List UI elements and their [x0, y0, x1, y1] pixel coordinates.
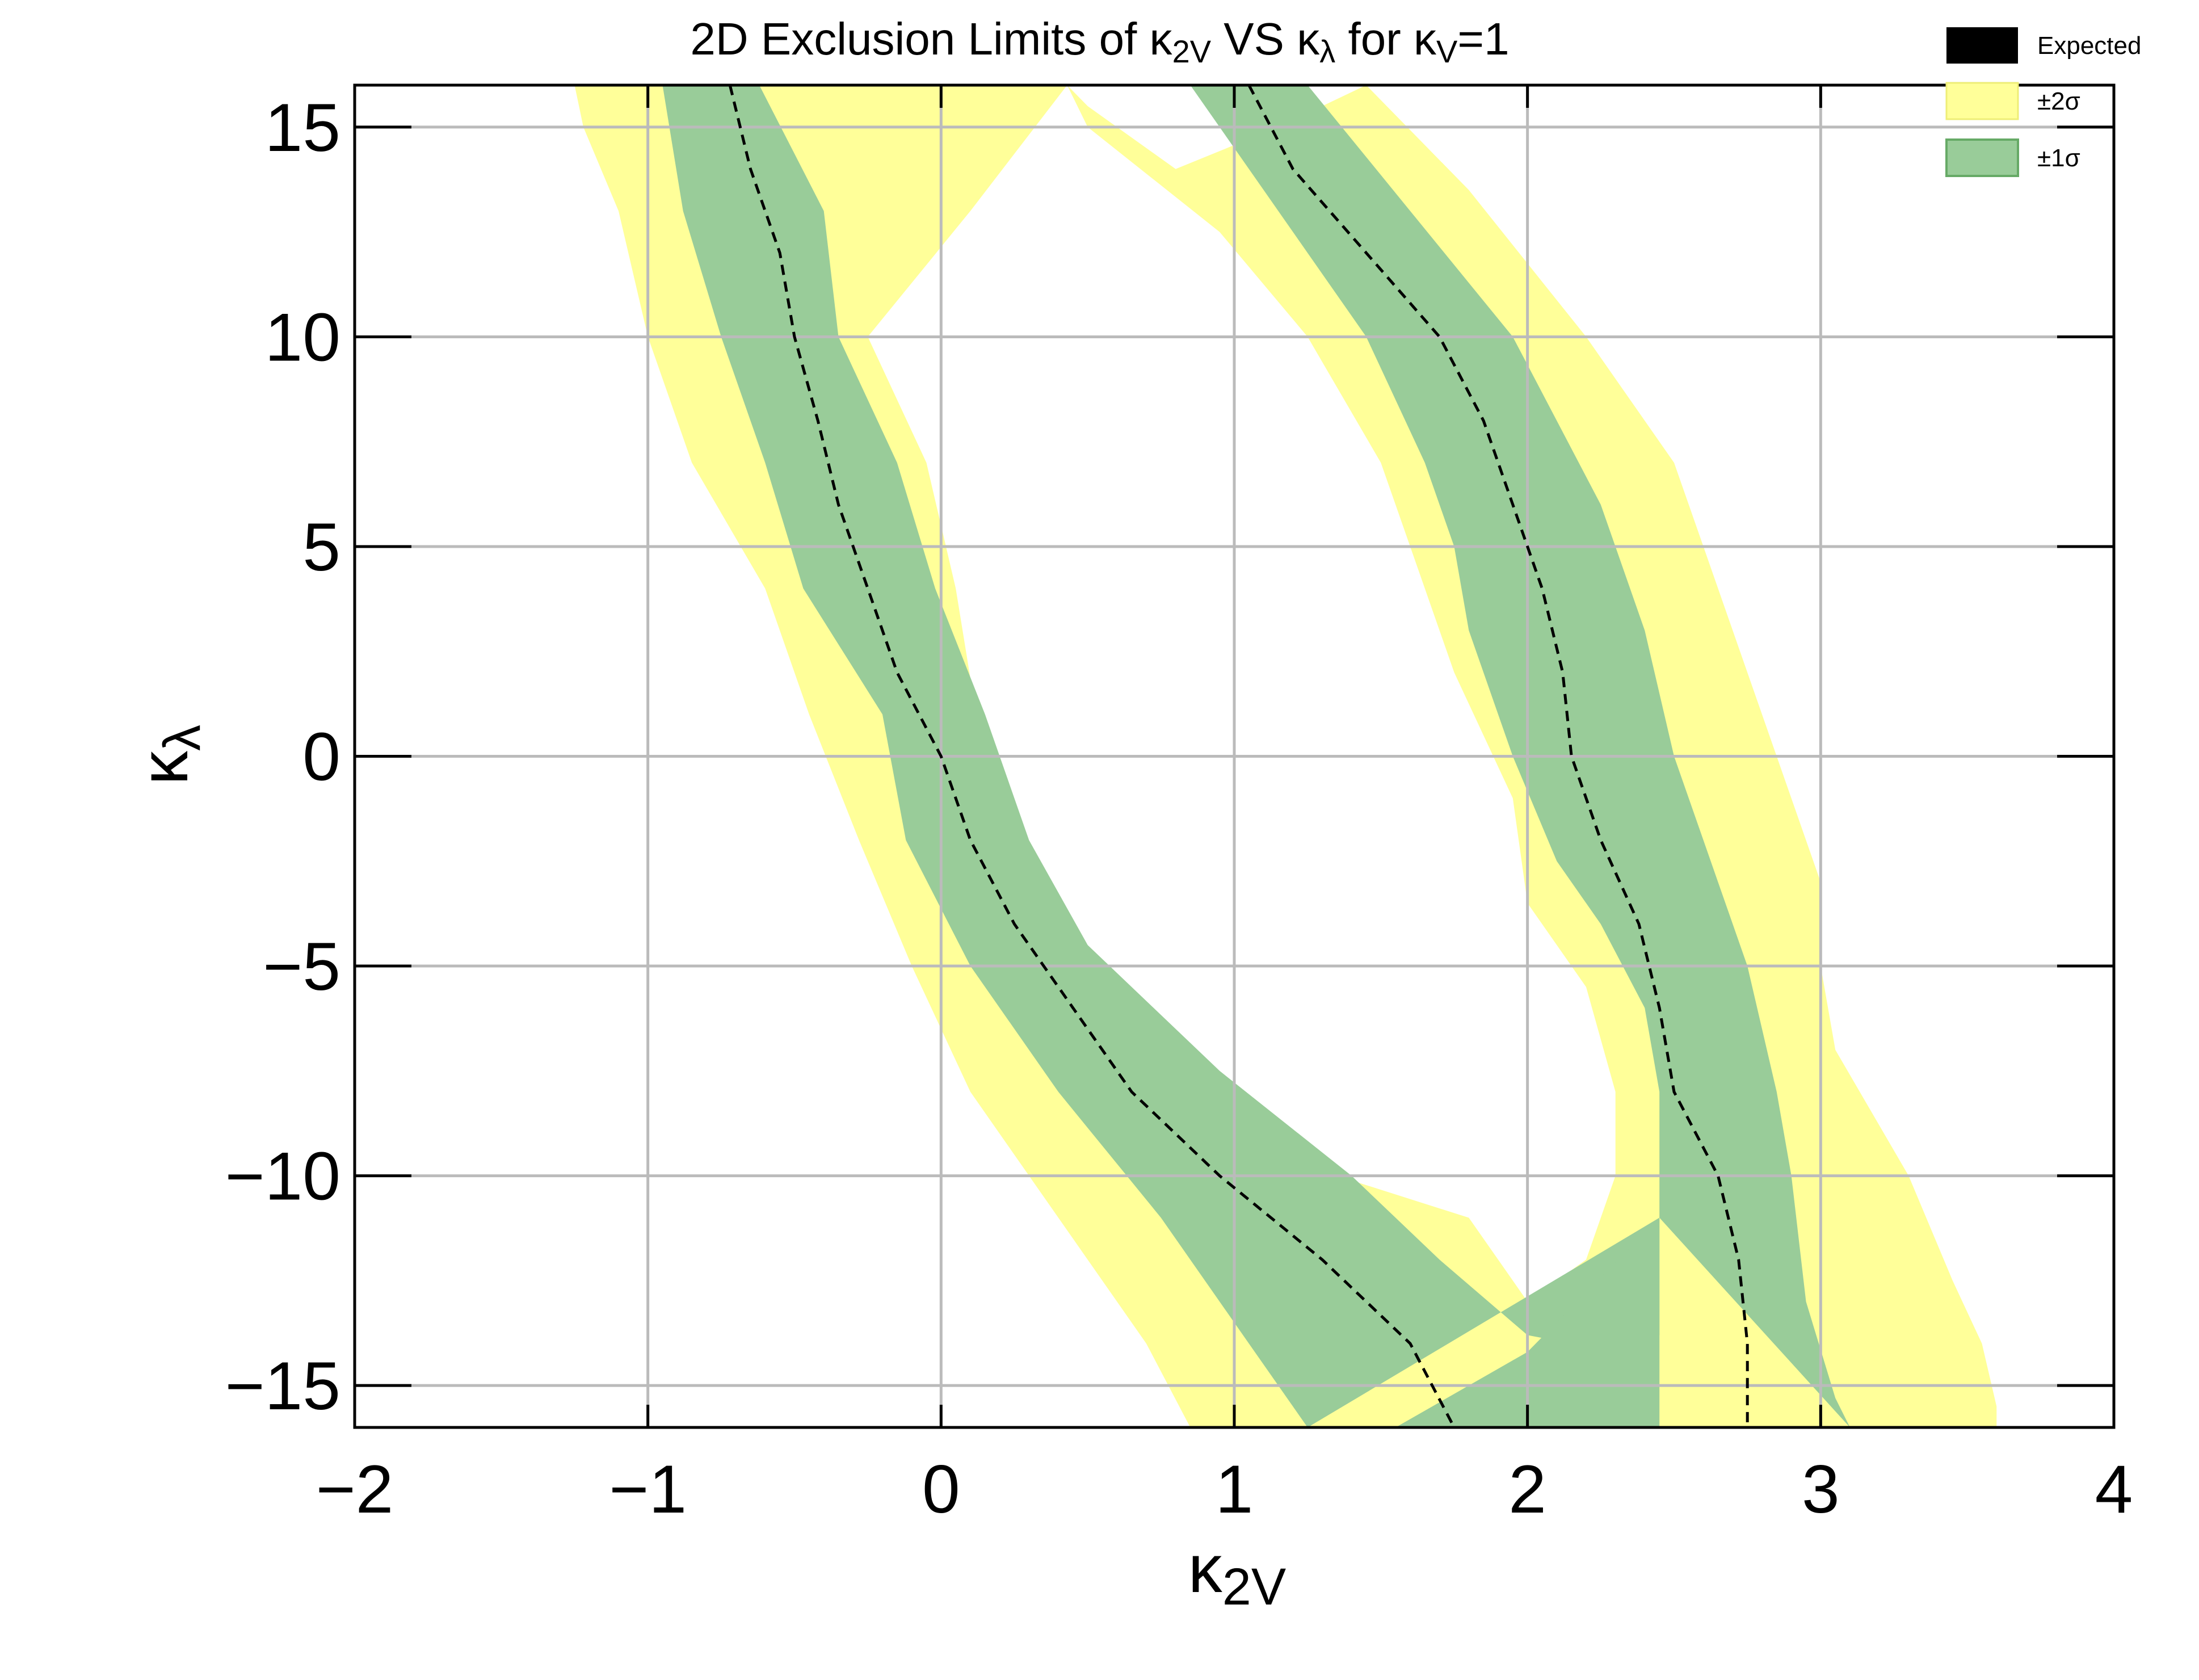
- x-tick-label: 1: [1216, 1451, 1254, 1527]
- expected-line-left: [728, 85, 1456, 1427]
- grid: [355, 85, 2114, 1427]
- x-axis-label: κ2V: [1188, 1531, 1286, 1616]
- legend-swatch-one-sigma: [1945, 138, 2019, 177]
- y-tick-label: 0: [302, 719, 340, 795]
- y-tick-label: 10: [265, 299, 340, 375]
- y-tick-label: 5: [302, 509, 340, 585]
- one-sigma-band-left: [662, 85, 1660, 1427]
- one-sigma-bottom-connector: [1395, 1217, 1660, 1427]
- y-tick-label: −15: [225, 1348, 340, 1424]
- expected-line-right: [1247, 85, 1749, 1427]
- x-tick-label: 4: [2095, 1451, 2133, 1527]
- x-tick-label: 0: [922, 1451, 960, 1527]
- x-tick-label: −2: [316, 1451, 394, 1527]
- chart-title: 2D Exclusion Limits of κ2V VS κλ for κV=…: [690, 14, 1509, 69]
- expected-contour: [728, 85, 1749, 1427]
- x-tick-label: 3: [1802, 1451, 1840, 1527]
- legend-swatch-expected: [1946, 27, 2018, 64]
- two-sigma-inner-excluded: [868, 85, 1616, 1302]
- legend-label-two-sigma: ±2σ: [2037, 87, 2080, 115]
- legend-swatch-two-sigma: [1945, 82, 2019, 120]
- x-tick-label: −1: [609, 1451, 687, 1527]
- y-tick-label: −5: [263, 929, 340, 1005]
- x-tick-label: 2: [1508, 1451, 1546, 1527]
- legend-label-expected: Expected: [2037, 32, 2141, 60]
- legend-label-one-sigma: ±1σ: [2037, 144, 2080, 172]
- y-tick-label: 15: [265, 90, 340, 166]
- legend: Expected ±2σ ±1σ: [1945, 27, 2141, 177]
- y-axis-label: κλ: [126, 725, 211, 785]
- y-tick-label: −10: [225, 1139, 340, 1215]
